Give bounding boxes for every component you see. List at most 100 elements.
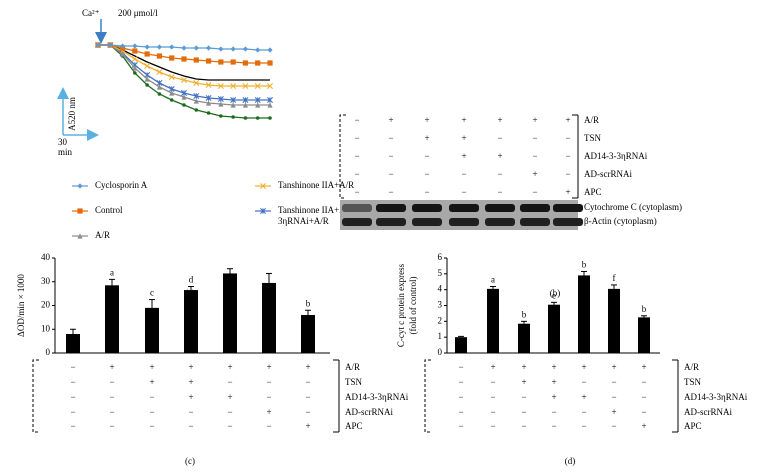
condition-sign: − — [424, 187, 429, 197]
marker — [217, 96, 224, 102]
marker-stroke — [254, 83, 261, 89]
marker-shape — [194, 108, 199, 112]
marker-shape — [242, 60, 249, 66]
legend-label: Tanshinone IIA+AD14-3-3ηRNAi+A/R — [278, 205, 372, 226]
y-axis-label: C-cyt c protein express (fold of control) — [396, 263, 418, 347]
condition-sign: − — [388, 151, 393, 161]
marker-shape — [156, 84, 163, 90]
condition-sign: − — [611, 421, 616, 431]
marker-shape — [255, 102, 261, 108]
significance-letter: b — [306, 298, 311, 308]
y-tick-label: 30 — [41, 276, 51, 286]
condition-label: TSN — [345, 377, 363, 387]
condition-sign: + — [565, 187, 570, 197]
condition-sign: − — [497, 133, 502, 143]
blot-band — [485, 218, 515, 226]
significance-letter: a — [491, 275, 495, 285]
blot-band — [342, 218, 372, 226]
condition-label: AD14-3-3ηRNAi — [345, 392, 409, 402]
marker — [157, 92, 162, 96]
marker — [242, 46, 249, 52]
marker-shape — [193, 57, 199, 63]
condition-sign: + — [266, 407, 271, 417]
marker-shape — [219, 114, 223, 118]
condition-sign: − — [266, 421, 271, 431]
bar — [66, 334, 80, 353]
condition-sign: − — [305, 392, 310, 402]
bar — [638, 317, 650, 353]
marker-shape — [144, 76, 150, 82]
y-axis-label: ΔOD/min × 1000 — [16, 274, 26, 337]
marker — [77, 233, 83, 239]
marker-shape — [169, 55, 175, 61]
marker — [119, 43, 126, 49]
marker-shape — [205, 45, 212, 51]
condition-sign: − — [641, 407, 646, 417]
condition-sign: + — [188, 377, 193, 387]
marker-stroke — [181, 77, 187, 83]
marker-shape — [144, 51, 150, 57]
bar — [578, 275, 590, 353]
condition-sign: − — [70, 392, 75, 402]
condition-sign: + — [266, 362, 271, 372]
condition-sign: − — [565, 169, 570, 179]
condition-sign: + — [461, 151, 466, 161]
error-bar — [149, 299, 155, 308]
marker — [144, 44, 150, 50]
marker — [255, 102, 261, 108]
condition-sign: − — [149, 392, 154, 402]
marker-shape — [242, 102, 249, 108]
y-tick-label: 40 — [41, 252, 51, 262]
condition-label: AD14-3-3ηRNAi — [584, 151, 648, 161]
marker — [218, 101, 224, 107]
marker — [119, 51, 126, 57]
condition-sign: − — [565, 151, 570, 161]
y-tick-label: 0 — [46, 347, 51, 357]
marker — [156, 44, 163, 50]
condition-sign: + — [227, 392, 232, 402]
condition-sign: + — [109, 362, 114, 372]
marker — [205, 95, 212, 101]
marker — [255, 47, 261, 53]
condition-sign: − — [149, 421, 154, 431]
condition-sign: − — [227, 421, 232, 431]
y-scale-label: A520 nm — [67, 97, 77, 131]
condition-label: TSN — [684, 377, 702, 387]
condition-sign: − — [227, 377, 232, 387]
condition-sign: − — [70, 377, 75, 387]
blot-band — [553, 218, 583, 226]
error-bar — [490, 286, 496, 289]
legend-label: Cyclosporin A — [95, 180, 148, 190]
significance-letter: a — [110, 267, 114, 277]
marker — [218, 46, 224, 52]
marker-stroke — [217, 83, 224, 89]
condition-sign: + — [551, 377, 556, 387]
marker-stroke — [230, 83, 237, 89]
marker-shape — [119, 43, 126, 49]
marker-shape — [156, 53, 163, 59]
marker — [169, 44, 175, 50]
condition-sign: − — [388, 169, 393, 179]
blot-band — [376, 204, 406, 212]
condition-sign: + — [305, 421, 310, 431]
condition-sign: + — [388, 115, 393, 125]
condition-sign: − — [354, 133, 359, 143]
marker-shape — [144, 44, 150, 50]
marker — [169, 55, 175, 61]
legend-label: Tanshinone IIA+A/R — [278, 180, 354, 190]
marker — [181, 77, 187, 83]
marker — [219, 114, 223, 118]
condition-sign: − — [581, 421, 586, 431]
marker — [181, 94, 187, 100]
y-tick-label: 1 — [438, 331, 443, 341]
condition-sign: + — [551, 362, 556, 372]
marker — [131, 56, 138, 62]
marker — [169, 90, 175, 96]
marker — [133, 71, 137, 75]
error-bar — [521, 320, 527, 324]
marker — [242, 60, 249, 66]
condition-sign: − — [551, 421, 556, 431]
condition-sign: − — [109, 377, 114, 387]
significance-letter: b — [522, 309, 527, 319]
marker — [242, 102, 249, 108]
